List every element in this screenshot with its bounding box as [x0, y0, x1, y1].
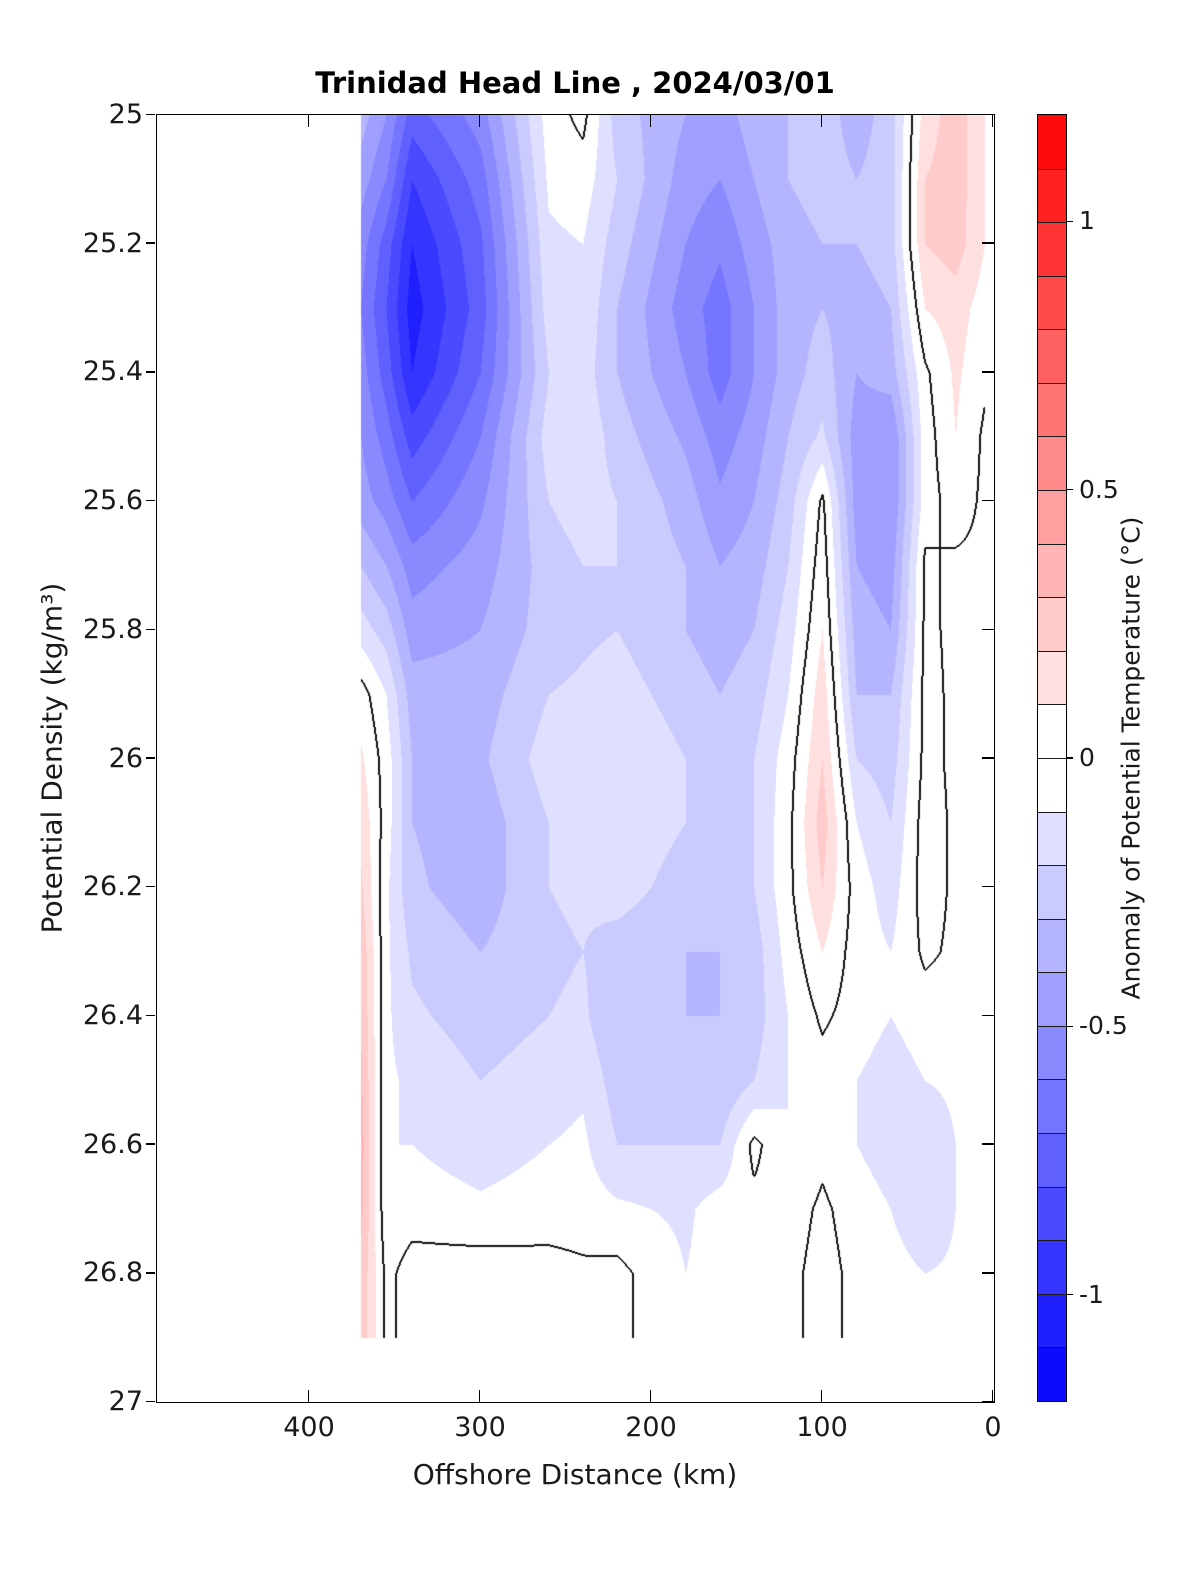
y-tick-right [981, 1400, 994, 1403]
y-tick-left [145, 113, 155, 116]
y-axis-label: Potential Density (kg/m³) [35, 582, 69, 934]
y-tick-label: 25.4 [82, 356, 143, 388]
y-tick-left [145, 757, 155, 759]
y-tick-label: 25.8 [82, 613, 143, 645]
y-tick-left [145, 371, 155, 373]
y-tick-label: 25 [108, 99, 143, 130]
x-tick-bottom [307, 1389, 310, 1402]
colorbar-label: Anomaly of Potential Temperature (°C) [1116, 516, 1146, 1000]
y-tick-label: 26.6 [82, 1128, 143, 1160]
colorbar-segment [1038, 1132, 1066, 1187]
x-tick-bottom [820, 1389, 823, 1402]
colorbar-tick [1067, 488, 1073, 491]
colorbar-segment [1038, 811, 1066, 866]
colorbar-tick-label: 0.5 [1079, 474, 1119, 504]
x-tick-bottom [478, 1389, 481, 1402]
x-tick-top [307, 114, 310, 127]
y-tick-left [145, 499, 155, 502]
y-tick-right [981, 242, 994, 244]
y-tick-left [145, 1143, 155, 1145]
y-tick-right [981, 885, 994, 888]
x-axis-label: Offshore Distance (km) [412, 1458, 738, 1491]
x-tick-label: 300 [454, 1412, 506, 1443]
y-tick-label: 26.2 [82, 871, 143, 903]
colorbar-tick-label: -1 [1079, 1279, 1104, 1309]
colorbar-segment [1038, 115, 1066, 169]
y-tick-left [145, 242, 155, 244]
x-tick-top [478, 114, 481, 127]
y-tick-label: 26 [108, 742, 143, 774]
colorbar-tick [1067, 757, 1073, 759]
colorbar-segment [1038, 1293, 1066, 1348]
y-tick-right [981, 1143, 994, 1145]
contour-canvas [156, 114, 994, 1402]
colorbar-segment [1038, 329, 1066, 383]
colorbar-segment [1038, 757, 1066, 812]
y-tick-label: 25.2 [82, 227, 143, 259]
x-tick-top [991, 114, 994, 127]
contour-plot-area [145, 113, 995, 1403]
y-tick-label: 26.4 [82, 999, 143, 1031]
colorbar-segment [1038, 597, 1066, 651]
colorbar-segment [1038, 972, 1066, 1026]
colorbar-tick [1067, 1025, 1073, 1028]
x-tick-top [649, 114, 652, 127]
colorbar-segment [1038, 704, 1066, 758]
y-tick-left [145, 885, 155, 888]
colorbar-segment [1038, 490, 1066, 544]
colorbar [1037, 114, 1067, 1402]
colorbar-segment [1038, 865, 1066, 919]
x-tick-label: 200 [625, 1412, 677, 1443]
y-tick-right [981, 113, 994, 116]
y-tick-left [145, 1400, 155, 1403]
y-tick-right [981, 757, 994, 759]
y-tick-right [981, 499, 994, 502]
plot-title: Trinidad Head Line , 2024/03/01 [315, 66, 835, 100]
colorbar-segment [1038, 918, 1066, 973]
colorbar-segment [1038, 275, 1066, 330]
colorbar-segment [1038, 1186, 1066, 1241]
y-tick-right [981, 1272, 994, 1274]
colorbar-tick-label: 0 [1079, 743, 1095, 772]
y-tick-right [981, 1014, 994, 1017]
x-tick-bottom [649, 1389, 652, 1402]
colorbar-segment [1038, 1240, 1066, 1294]
x-tick-bottom [991, 1389, 994, 1402]
y-tick-label: 27 [108, 1386, 143, 1417]
y-tick-left [145, 1014, 155, 1017]
x-tick-top [820, 114, 823, 127]
x-tick-label: 400 [283, 1412, 335, 1443]
colorbar-tick-label: 1 [1079, 206, 1095, 236]
colorbar-segment [1038, 543, 1066, 598]
x-tick-label: 100 [796, 1412, 848, 1443]
x-tick-label: 0 [984, 1412, 1002, 1443]
y-tick-left [145, 628, 155, 631]
colorbar-segment [1038, 222, 1066, 276]
colorbar-segment [1038, 1347, 1066, 1401]
colorbar-tick-label: -0.5 [1079, 1011, 1128, 1041]
y-tick-right [981, 371, 994, 373]
y-tick-label: 25.6 [82, 485, 143, 517]
colorbar-segment [1038, 1079, 1066, 1133]
colorbar-tick [1067, 1293, 1073, 1296]
y-tick-left [145, 1272, 155, 1274]
colorbar-segment [1038, 168, 1066, 223]
colorbar-tick [1067, 220, 1073, 223]
colorbar-segment [1038, 382, 1066, 437]
colorbar-segment [1038, 436, 1066, 491]
colorbar-segment [1038, 650, 1066, 705]
colorbar-segment [1038, 1025, 1066, 1080]
y-tick-right [981, 628, 994, 631]
y-tick-label: 26.8 [82, 1257, 143, 1289]
